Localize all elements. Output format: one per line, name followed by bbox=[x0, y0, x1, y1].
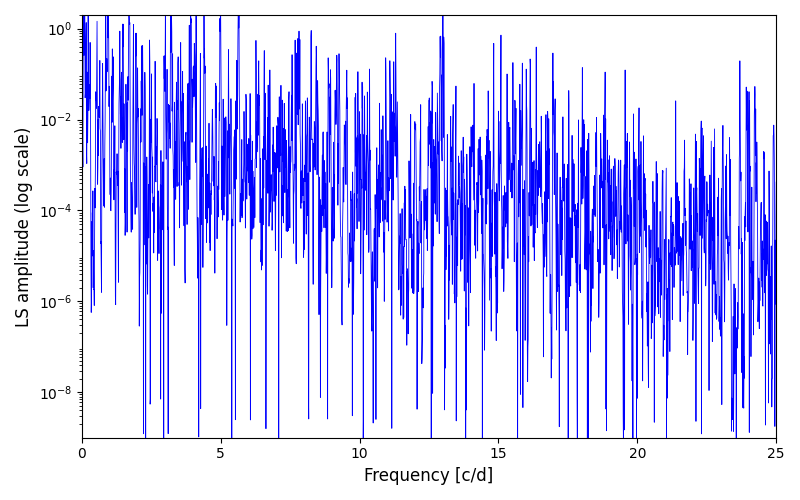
X-axis label: Frequency [c/d]: Frequency [c/d] bbox=[364, 467, 494, 485]
Y-axis label: LS amplitude (log scale): LS amplitude (log scale) bbox=[15, 126, 33, 326]
